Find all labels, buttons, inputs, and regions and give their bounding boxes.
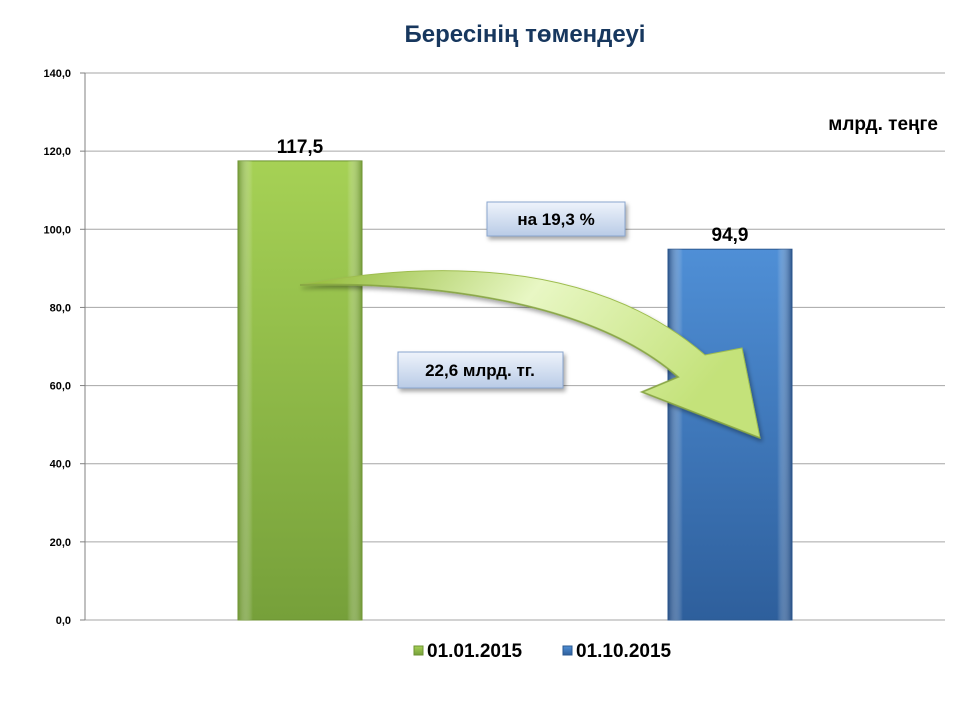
y-axis: 0,0 20,0 40,0 60,0 80,0 100,0 120,0 140,0 (43, 68, 86, 627)
bar-shading (668, 249, 792, 620)
chart-title: Бересінің төмендеуі (405, 21, 646, 48)
percent-callout-text: на 19,3 % (517, 210, 594, 229)
amount-callout: 22,6 млрд. тг. (397, 351, 564, 389)
legend-label: 01.10.2015 (576, 641, 672, 662)
y-tick-label: 0,0 (56, 615, 71, 627)
bar-shading (238, 160, 362, 621)
legend-swatch (562, 645, 573, 656)
y-tick-label: 40,0 (50, 459, 71, 471)
y-tick-label: 120,0 (43, 146, 71, 158)
data-label: 94,9 (712, 225, 749, 246)
percent-callout: на 19,3 % (486, 201, 626, 237)
y-tick-label: 140,0 (43, 68, 71, 80)
amount-callout-text: 22,6 млрд. тг. (425, 361, 535, 380)
unit-label: млрд. теңге (828, 114, 938, 135)
legend-label: 01.01.2015 (427, 641, 523, 662)
data-labels: 117,5 94,9 (277, 137, 749, 246)
y-tick-label: 60,0 (50, 381, 71, 393)
bars (237, 160, 793, 621)
gridlines (85, 72, 945, 621)
y-tick-label: 80,0 (50, 302, 71, 314)
legend-swatch (413, 645, 424, 656)
y-tick-label: 20,0 (50, 537, 71, 549)
data-label: 117,5 (277, 137, 324, 158)
legend: 01.01.2015 01.10.2015 (413, 641, 672, 662)
decrease-arrow-icon (299, 270, 761, 439)
y-tick-label: 100,0 (43, 224, 71, 236)
